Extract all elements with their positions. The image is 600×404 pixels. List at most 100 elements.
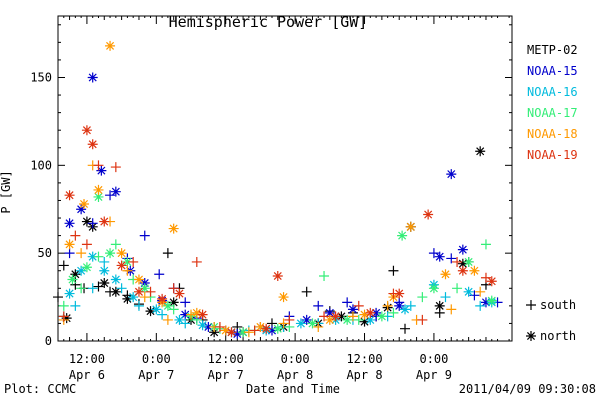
data-point-north (139, 283, 150, 294)
data-point-north (87, 139, 98, 150)
data-point-north (122, 256, 133, 267)
data-point-north (330, 311, 341, 322)
data-point-south (145, 286, 156, 297)
data-point-north (336, 311, 347, 322)
data-point-north (457, 244, 468, 255)
data-point-north (238, 327, 249, 338)
data-point-south (475, 286, 486, 297)
footer-timestamp: 2011/04/09 09:30:08 (459, 382, 596, 396)
data-point-south (301, 286, 312, 297)
data-point-south (76, 283, 87, 294)
data-point-south (319, 271, 330, 281)
data-point-north (174, 314, 185, 325)
data-point-south (388, 307, 399, 318)
data-point-north (457, 258, 468, 269)
data-point-south (480, 272, 491, 283)
data-point-north (110, 186, 121, 197)
data-point-north (365, 314, 376, 325)
data-point-south (417, 292, 428, 303)
data-point-north (365, 307, 376, 318)
x-tick-label-date: Apr 7 (138, 368, 174, 382)
data-point-north (81, 216, 92, 227)
series-noaa-19 (58, 125, 497, 338)
data-point-north (145, 306, 156, 317)
legend-item: NOAA-17 (527, 106, 578, 120)
data-point-south (417, 314, 428, 325)
chart-title: Hemispheric Power [GW] (169, 13, 368, 31)
data-point-south (87, 283, 98, 294)
data-point-north (64, 218, 75, 229)
legend-item: NOAA-15 (527, 64, 578, 78)
legend-item: NOAA-19 (527, 148, 578, 162)
data-point-south (353, 300, 364, 311)
data-point-north (480, 297, 491, 308)
data-point-north (434, 300, 445, 311)
data-point-south (81, 239, 92, 250)
data-point-north (197, 320, 208, 331)
data-point-south (128, 256, 139, 267)
data-point-south (278, 318, 289, 329)
data-point-north (99, 265, 110, 276)
data-point-north (110, 286, 121, 297)
data-point-south (162, 314, 173, 325)
data-point-south (70, 279, 81, 290)
data-point-north (526, 331, 536, 341)
data-point-north (394, 300, 405, 311)
data-point-north (272, 323, 283, 334)
data-point-south (154, 269, 165, 280)
data-point-south (388, 265, 399, 276)
data-point-south (139, 292, 150, 303)
data-point-north (116, 260, 127, 271)
data-point-south (70, 230, 81, 241)
data-point-north (400, 304, 411, 315)
data-point-south (180, 297, 191, 308)
data-point-north (168, 223, 179, 234)
legend-item: NOAA-18 (527, 127, 578, 141)
data-point-south (70, 300, 81, 311)
data-point-north (128, 292, 139, 303)
data-point-north (76, 204, 87, 215)
data-point-south (214, 321, 225, 332)
y-tick-label: 100 (30, 158, 52, 172)
data-point-north (99, 278, 110, 289)
legend-item: METP-02 (527, 43, 578, 57)
data-point-north (61, 313, 72, 324)
data-point-north (324, 307, 335, 318)
data-point-north (168, 297, 179, 308)
data-point-north (397, 230, 408, 241)
data-point-south (319, 311, 330, 322)
data-point-south (313, 321, 324, 332)
x-axis-label: Date and Time (246, 382, 340, 396)
data-point-north (446, 169, 457, 180)
data-point-north (405, 221, 416, 232)
data-point-south (168, 283, 179, 294)
data-point-north (110, 274, 121, 285)
data-point-north (371, 307, 382, 318)
data-point-south (53, 292, 63, 303)
x-tick-label-time: 0:00 (419, 352, 448, 366)
x-tick-label-time: 12:00 (69, 352, 105, 366)
data-point-north (122, 293, 133, 304)
data-point-south (116, 283, 127, 294)
data-point-north (255, 321, 266, 332)
x-tick-label-date: Apr 8 (277, 368, 313, 382)
data-point-south (110, 162, 121, 173)
x-tick-label-date: Apr 7 (208, 368, 244, 382)
data-point-north (475, 146, 486, 157)
data-point-north (64, 239, 75, 250)
x-tick-label-date: Apr 9 (416, 368, 452, 382)
data-point-south (313, 300, 324, 311)
data-point-north (157, 293, 168, 304)
data-point-north (174, 288, 185, 299)
series-noaa-18 (58, 40, 486, 338)
data-point-north (105, 40, 116, 51)
data-point-north (76, 265, 87, 276)
data-point-south (382, 300, 393, 311)
data-point-north (359, 309, 370, 320)
data-point-north (272, 271, 283, 281)
data-point-north (394, 288, 405, 299)
data-point-north (324, 314, 335, 325)
data-point-north (278, 292, 289, 303)
data-point-south (76, 248, 87, 259)
x-tick-label-date: Apr 8 (346, 368, 382, 382)
